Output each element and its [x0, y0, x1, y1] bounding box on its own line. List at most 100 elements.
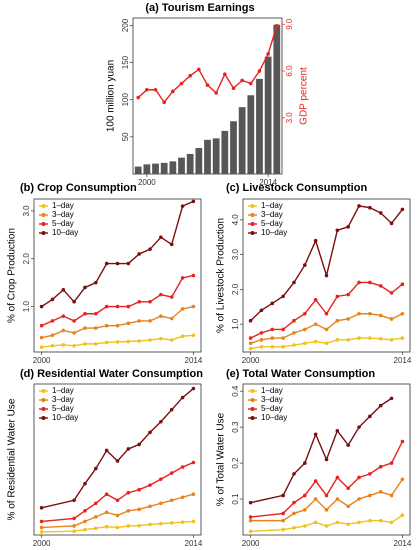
point [126, 447, 131, 451]
point [313, 497, 318, 501]
point [94, 280, 98, 285]
y-tick-label: 100 [121, 92, 130, 106]
point [378, 313, 383, 318]
point [137, 252, 141, 256]
y-tick-label: 1.0 [231, 318, 240, 330]
point [248, 500, 253, 505]
point [378, 336, 383, 341]
point [159, 477, 163, 481]
point [180, 465, 185, 469]
point [389, 396, 394, 401]
point [346, 443, 350, 447]
point [39, 530, 44, 534]
point [389, 291, 394, 295]
line [250, 397, 392, 504]
point [179, 81, 184, 86]
point [94, 501, 98, 506]
point [259, 338, 264, 342]
point [346, 486, 350, 491]
y-tick-label: 50 [121, 132, 130, 141]
legend-label: 5–day [52, 404, 74, 413]
point [368, 493, 372, 498]
point [389, 317, 394, 321]
point [400, 477, 405, 482]
point [104, 492, 109, 497]
point [72, 319, 76, 323]
point [357, 497, 361, 501]
point [292, 280, 296, 285]
legend-label: 3–day [261, 210, 283, 219]
point [115, 340, 120, 344]
point [292, 511, 296, 516]
point [126, 304, 131, 309]
point [148, 338, 152, 342]
point [346, 522, 350, 527]
point [136, 95, 140, 100]
chart-title: (c) Livestock Consumption [226, 182, 367, 194]
point [83, 326, 87, 330]
point [39, 335, 44, 340]
point [197, 67, 201, 72]
line [250, 441, 404, 518]
point [324, 311, 329, 316]
point [400, 207, 405, 212]
y-tick-label: 0.4 [231, 385, 240, 397]
legend-label: 3–day [261, 395, 283, 404]
point [346, 338, 350, 342]
point [292, 343, 296, 347]
bar [195, 148, 203, 174]
point [248, 515, 253, 519]
point [180, 276, 185, 280]
bar [204, 139, 211, 174]
point [249, 81, 253, 86]
point [50, 297, 55, 302]
point [303, 524, 307, 528]
bar [212, 138, 220, 174]
point [303, 311, 307, 316]
y-tick-label: 4.0 [231, 214, 240, 226]
plot-frame [242, 383, 411, 536]
point [104, 510, 109, 515]
point [61, 343, 66, 347]
point [270, 344, 275, 349]
point [303, 493, 307, 498]
point [159, 521, 163, 526]
point [180, 520, 185, 524]
point [335, 338, 340, 342]
point [83, 285, 87, 290]
point [368, 336, 372, 340]
legend-label: 10–day [261, 228, 287, 237]
bar [273, 24, 281, 174]
point [169, 407, 174, 412]
point [72, 498, 76, 503]
point [378, 284, 383, 288]
point [191, 273, 196, 278]
y-axis-label: % of Crop Production [7, 228, 18, 323]
point [357, 520, 361, 525]
x-tick-label: 2000 [33, 356, 51, 365]
bar [230, 121, 237, 174]
point [115, 304, 120, 309]
point [389, 461, 394, 465]
point [94, 326, 98, 330]
point [104, 448, 109, 453]
point [248, 341, 253, 346]
legend-marker [250, 407, 255, 411]
point [389, 338, 394, 342]
x-tick-label: 2014 [394, 356, 412, 365]
point [169, 338, 174, 342]
point [191, 333, 196, 338]
point [400, 282, 405, 286]
point [171, 89, 175, 94]
bar [264, 56, 272, 174]
y2-tick-label: 6.0 [285, 65, 294, 77]
point [126, 261, 131, 266]
y-tick-label: 0.3 [231, 421, 240, 433]
point [126, 509, 131, 513]
point [191, 519, 196, 524]
point [292, 318, 296, 323]
point [50, 319, 55, 323]
point [169, 242, 174, 247]
legend-marker [250, 389, 255, 393]
